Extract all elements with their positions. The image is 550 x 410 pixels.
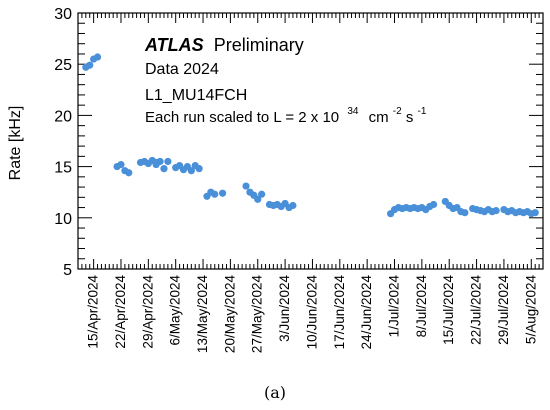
x-tick-label: 15/Apr/2024 [86,275,101,349]
x-tick-label: 29/Jul/2024 [496,275,511,345]
x-tick-label: 3/Jun/2024 [277,275,292,342]
scaling-unit-cm-exp: -2 [393,106,402,117]
atlas-label: ATLAS [144,35,204,55]
data-point [156,157,164,166]
x-tick-label: 22/Apr/2024 [113,275,128,349]
x-tick-label: 27/May/2024 [250,275,265,354]
x-tick-label: 10/Jun/2024 [304,275,319,350]
data-point [461,209,469,217]
data-point [164,157,172,166]
data-point [254,195,262,203]
y-tick-label: 25 [54,57,72,74]
axes: 5 10 15 20 25 30 15/Apr/2024 22/Apr/2024 29/Apr/… [54,6,544,354]
x-tick-label: 8/Jul/2024 [414,275,429,338]
plot-annotations: Rate [kHz] ATLAS Preliminary Data 2024 L… [7,35,427,180]
data-point [492,207,500,215]
svg-text:ATLAS Preliminary: ATLAS Preliminary [144,35,304,55]
data-point [218,189,227,197]
data-point [93,53,102,61]
data-point [242,182,250,190]
data-point [86,61,94,69]
plot-frame [77,12,544,270]
x-tick-label: 13/May/2024 [195,275,210,354]
scaling-unit-s-exp: -1 [418,106,427,117]
rate-vs-date-chart: 5 10 15 20 25 30 15/Apr/2024 22/Apr/2024 29/Apr/… [7,6,544,354]
y-tick-label: 30 [54,6,72,23]
trigger-label: L1_MU14FCH [145,87,247,104]
svg-text:Each run scaled to L = 2 x 10: Each run scaled to L = 2 x 10 34 cm -2 s… [145,101,427,126]
x-tick-label: 29/Apr/2024 [140,275,155,349]
ylabel: Rate [kHz] [7,106,24,181]
y-tick-label: 15 [54,160,72,177]
x-tick-label: 22/Jul/2024 [469,275,484,345]
x-tick-label: 17/Jun/2024 [332,275,347,350]
data-point [160,165,168,173]
scaling-label: Each run scaled to L = 2 x 10 [145,109,339,126]
y-tick-label: 20 [54,108,72,125]
x-tick-label: 15/Jul/2024 [441,275,456,345]
data-point [258,190,266,198]
scaling-unit-cm: cm [369,109,389,126]
data-point [531,209,539,217]
data-point [289,201,297,210]
preliminary-label: Preliminary [214,35,304,55]
scaling-exponent: 34 [347,106,359,117]
x-tick-label: 1/Jul/2024 [387,275,402,338]
data-point [187,167,195,175]
scaling-unit-s: s [406,109,414,126]
x-tick-label: 24/Jun/2024 [359,275,374,350]
dataset-label: Data 2024 [145,61,219,78]
data-point [117,160,125,169]
data-point [125,169,133,177]
data-point [211,190,219,198]
data-point [429,200,438,209]
figure-caption: (a) [263,383,287,402]
y-tick-label: 10 [54,211,72,228]
y-tick-label: 5 [63,262,72,279]
x-tick-label: 20/May/2024 [222,275,237,354]
x-tick-label: 5/Aug/2024 [523,275,538,345]
x-tick-label: 6/May/2024 [168,275,183,346]
data-point [195,165,203,173]
data-points [82,53,539,218]
